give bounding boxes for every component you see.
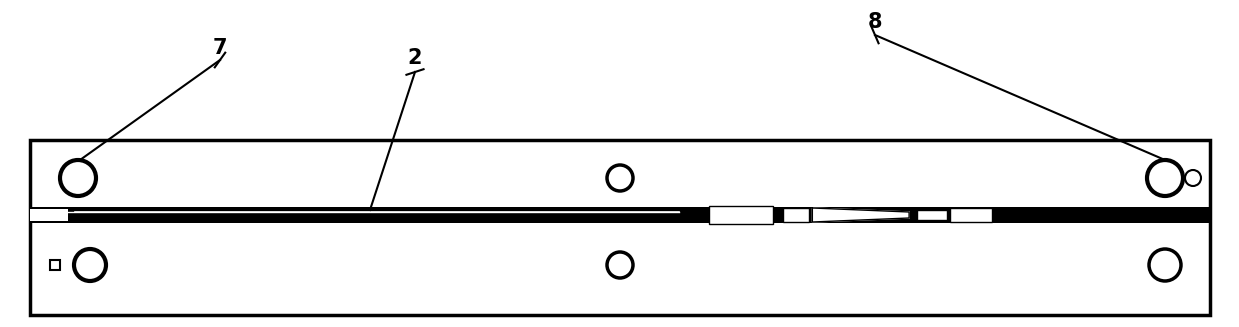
Bar	[30, 207, 1211, 223]
Circle shape	[1149, 249, 1181, 281]
Polygon shape	[813, 208, 909, 222]
Circle shape	[74, 249, 107, 281]
Text: 2: 2	[408, 48, 422, 68]
Text: 7: 7	[213, 38, 227, 58]
Text: 8: 8	[867, 12, 882, 32]
Circle shape	[59, 160, 95, 196]
Circle shape	[607, 165, 633, 191]
Circle shape	[607, 252, 633, 278]
Bar	[950, 208, 991, 222]
Bar	[709, 206, 773, 224]
Circle shape	[1184, 170, 1201, 186]
Circle shape	[1147, 160, 1183, 196]
Bar	[50, 260, 59, 270]
Bar	[30, 209, 67, 221]
Bar	[783, 208, 809, 222]
Bar	[917, 210, 947, 220]
Bar	[30, 140, 1211, 315]
